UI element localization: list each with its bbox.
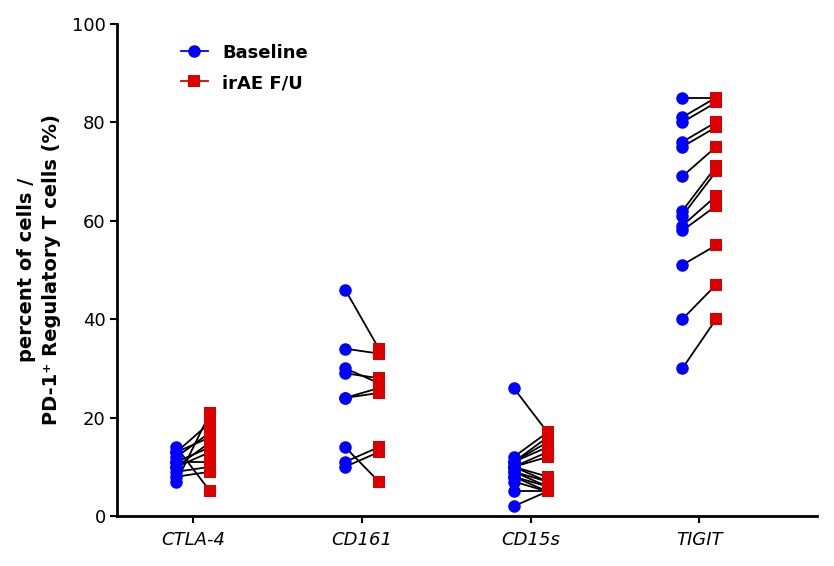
Legend: Baseline, irAE F/U: Baseline, irAE F/U: [175, 37, 314, 98]
Y-axis label: percent of cells /
PD-1⁺ Regulatory T cells (%): percent of cells / PD-1⁺ Regulatory T ce…: [17, 114, 61, 425]
